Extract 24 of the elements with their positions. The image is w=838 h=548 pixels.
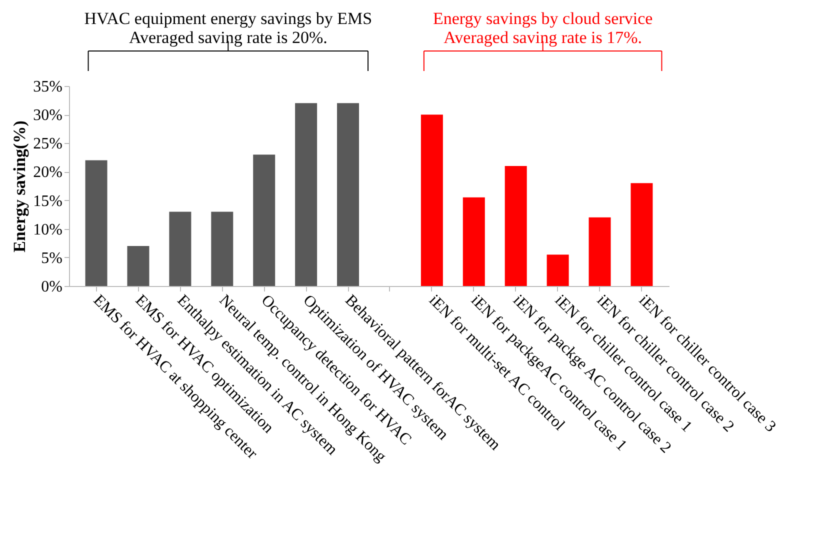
bar <box>253 154 276 286</box>
bar <box>546 254 569 286</box>
y-tick-label: 5% <box>41 250 62 267</box>
bar <box>630 183 653 286</box>
bar <box>169 212 192 286</box>
bar <box>337 103 360 286</box>
bar <box>127 246 150 286</box>
bar <box>85 160 108 286</box>
bar <box>420 114 443 286</box>
y-tick-label: 15% <box>33 192 62 210</box>
y-tick-label: 0% <box>41 278 62 296</box>
text: Energy savings by cloud service Averaged saving rate is 17%. <box>432 9 653 47</box>
bar <box>295 103 318 286</box>
text: HVAC equipment energy savings by EMS Averaged saving rate is 20%. <box>84 9 372 47</box>
y-tick-label: 35% <box>33 78 62 96</box>
y-tick-label: 30% <box>33 107 62 124</box>
y-tick-label: 20% <box>33 164 62 182</box>
bar <box>211 212 234 286</box>
bar <box>462 197 485 286</box>
bar <box>588 217 611 286</box>
y-axis-title: Energy saving(%) <box>10 120 30 252</box>
y-tick-label: 10% <box>33 221 62 238</box>
bar <box>504 166 527 286</box>
y-tick-label: 25% <box>33 136 62 153</box>
